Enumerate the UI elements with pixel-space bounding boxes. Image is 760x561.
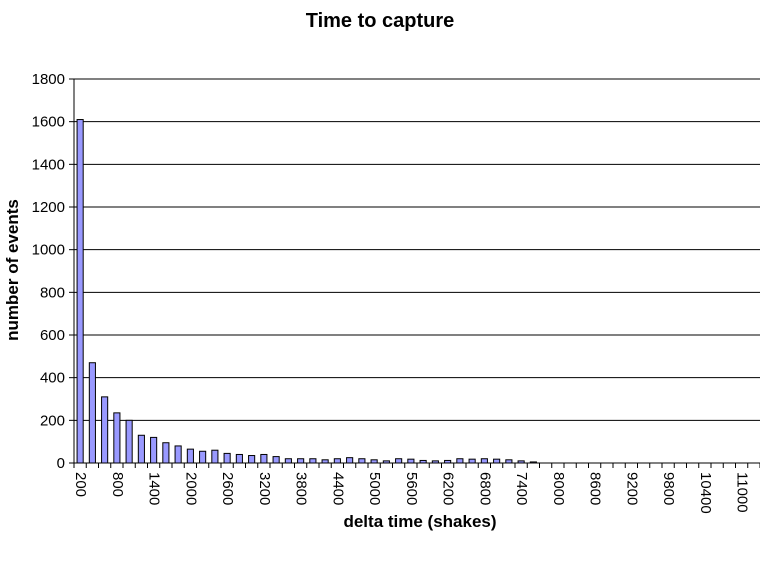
x-tick-label: 8000 (550, 472, 567, 505)
bar (493, 458, 501, 464)
bar (101, 396, 109, 464)
bar (480, 458, 488, 464)
bar (211, 449, 219, 464)
y-tick-label: 1800 (32, 71, 65, 88)
bar (333, 458, 341, 464)
x-tick-label: 8600 (587, 472, 604, 505)
y-tick-label: 0 (57, 455, 65, 472)
bar (248, 455, 256, 464)
bar (88, 362, 96, 464)
bar (235, 453, 243, 464)
x-tick-label: 200 (72, 472, 89, 497)
bar (223, 452, 231, 464)
bar (297, 458, 305, 464)
x-tick-label: 7400 (513, 472, 530, 505)
bar (309, 458, 317, 464)
x-tick-label: 10400 (697, 472, 714, 514)
bar (137, 434, 145, 464)
y-tick-label: 600 (40, 327, 65, 344)
bar (113, 412, 121, 464)
y-tick-label: 800 (40, 284, 65, 301)
y-tick-label: 200 (40, 412, 65, 429)
x-tick-label: 4400 (329, 472, 346, 505)
x-tick-label: 800 (109, 472, 126, 497)
y-tick-label: 400 (40, 370, 65, 387)
x-tick-label: 11000 (734, 472, 751, 513)
y-axis-title: number of events (3, 199, 22, 341)
bar (272, 456, 280, 464)
y-tick-label: 1600 (32, 114, 65, 131)
bar (456, 458, 464, 464)
x-tick-label: 9800 (660, 472, 677, 505)
x-tick-label: 5600 (403, 472, 420, 505)
x-tick-label: 3200 (256, 472, 273, 505)
x-tick-label: 6800 (476, 472, 493, 505)
x-tick-label: 5000 (366, 472, 383, 505)
bar (395, 458, 403, 464)
chart-title: Time to capture (305, 10, 455, 32)
bar (186, 448, 194, 464)
bar (162, 442, 170, 464)
x-tick-label: 3800 (293, 472, 310, 505)
bar (407, 458, 415, 464)
bar (125, 419, 133, 464)
x-tick-label: 2000 (182, 472, 199, 505)
bar (260, 453, 268, 464)
bar (199, 450, 207, 464)
x-tick-label: 9200 (623, 472, 640, 505)
x-axis-title: delta time (shakes) (343, 512, 497, 531)
bar (174, 445, 182, 464)
x-tick-label: 1400 (146, 472, 163, 505)
y-tick-label: 1400 (32, 156, 65, 173)
bar (150, 436, 158, 464)
y-tick-label: 1000 (32, 242, 65, 259)
bar (358, 458, 366, 464)
x-tick-label: 6200 (440, 472, 457, 505)
bar (76, 119, 84, 464)
bar (468, 458, 476, 464)
bar (284, 458, 292, 464)
bar (346, 457, 354, 464)
x-tick-label: 2600 (219, 472, 236, 505)
y-tick-label: 1200 (32, 199, 65, 216)
